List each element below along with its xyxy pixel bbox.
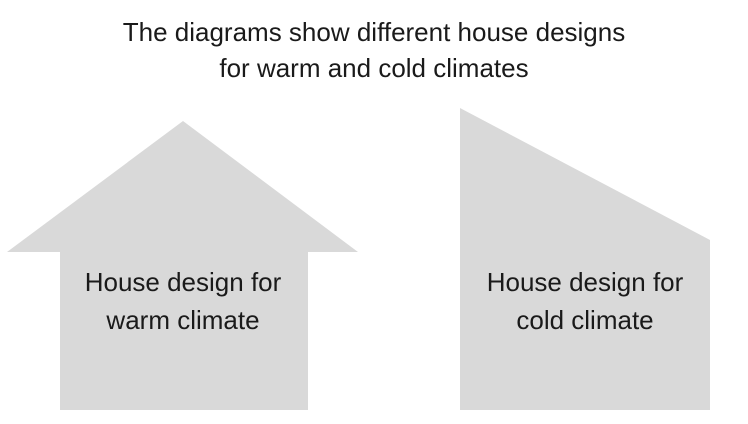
warm-climate-house-shape [7, 121, 358, 410]
title-line-1: The diagrams show different house design… [122, 17, 626, 47]
cold-climate-house-shape [460, 108, 710, 410]
warm-house-label-line-1: House design for [85, 267, 282, 297]
cold-house-label-line-2: cold climate [516, 305, 653, 335]
title-line-2: for warm and cold climates [219, 53, 529, 83]
warm-house-label-line-2: warm climate [105, 305, 259, 335]
cold-house-label-line-1: House design for [487, 267, 684, 297]
diagram-title: The diagrams show different house design… [0, 14, 748, 86]
